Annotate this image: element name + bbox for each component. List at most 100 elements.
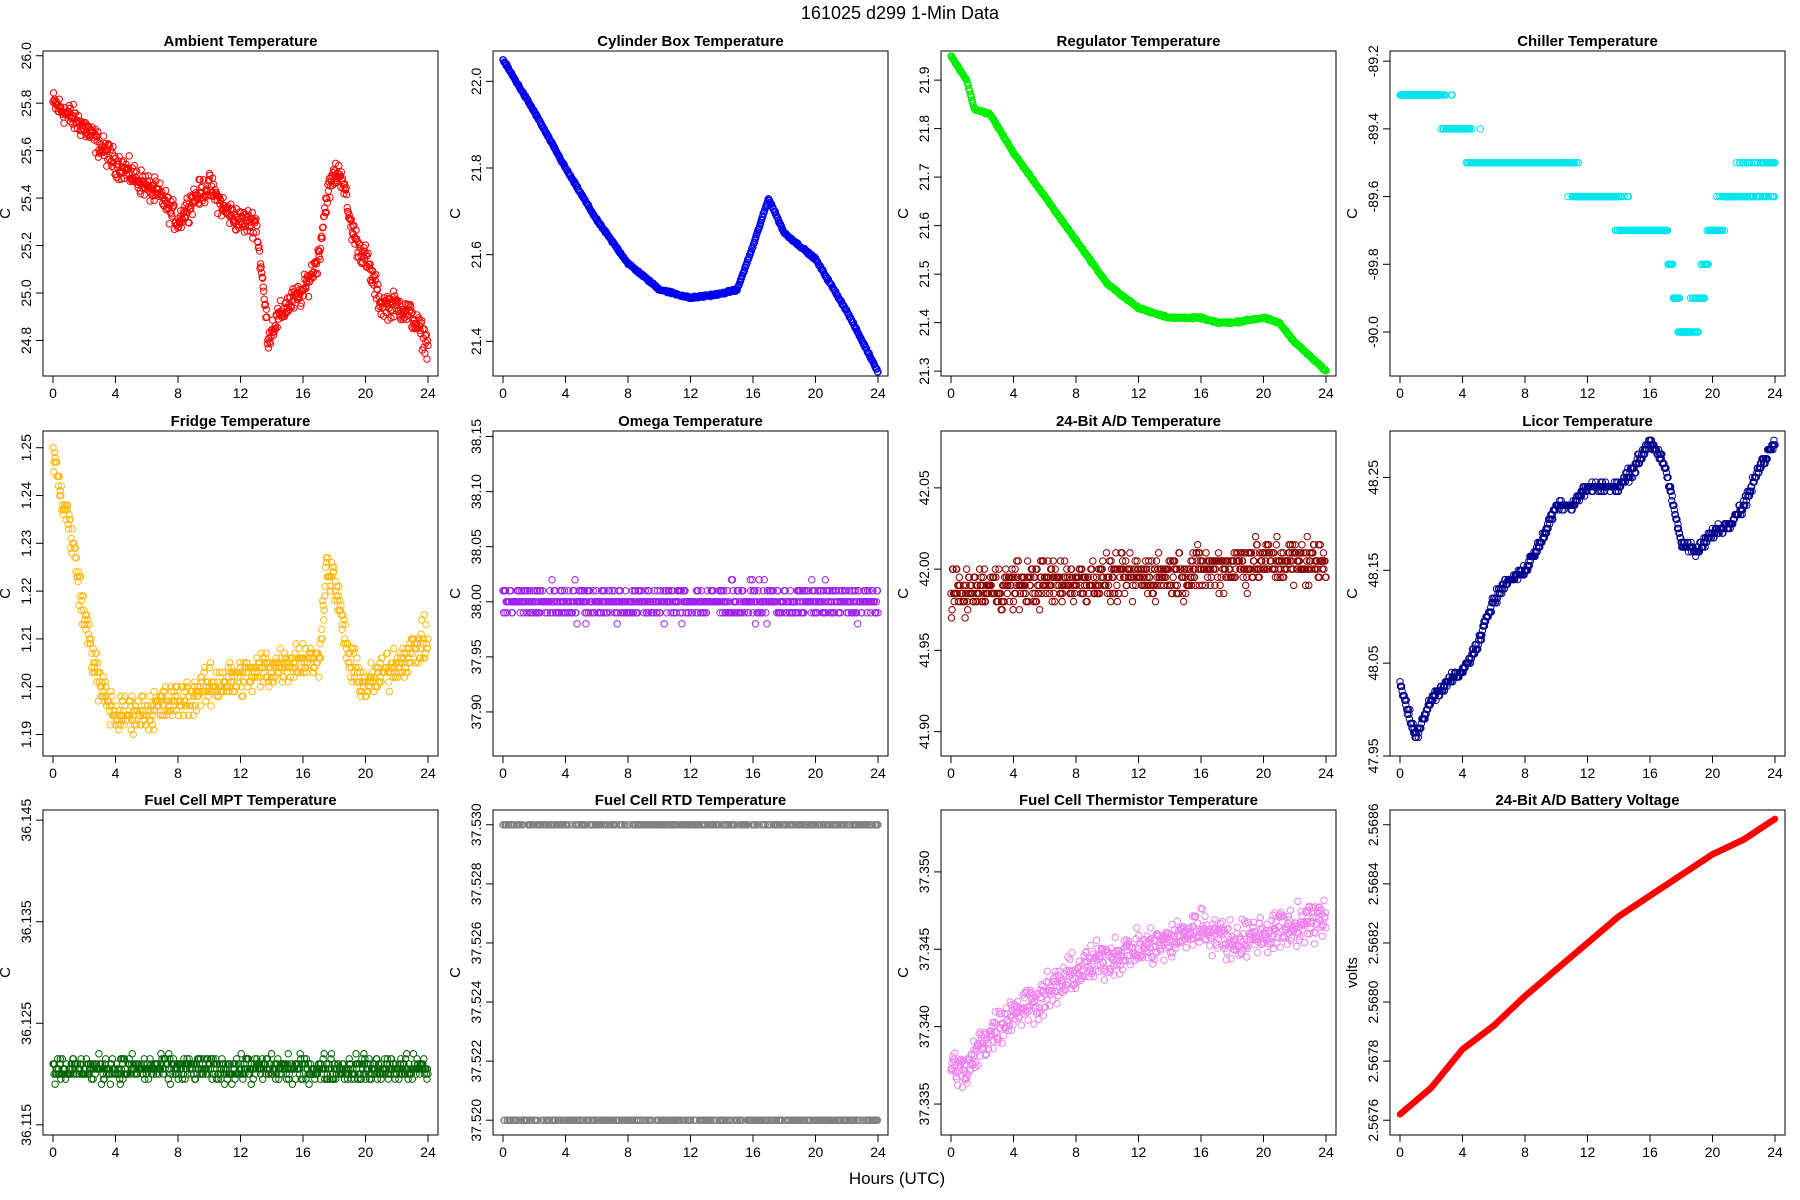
data-point (418, 316, 426, 325)
data-point (185, 219, 193, 227)
data-point (219, 193, 227, 202)
data-point (150, 687, 158, 696)
data-point (329, 168, 337, 177)
y-tick-label: 21.3 (916, 357, 932, 384)
data-point (1023, 557, 1032, 565)
data-point (297, 302, 305, 310)
data-point (376, 303, 384, 311)
data-point (173, 224, 182, 232)
data-point (335, 161, 343, 170)
panel-title: Regulator Temperature (1057, 33, 1221, 50)
y-tick-label: 1.25 (18, 434, 34, 461)
y-tick-label: 22.0 (468, 67, 484, 94)
x-tick-label: 12 (1131, 385, 1147, 401)
data-point (177, 207, 185, 215)
data-points (1396, 91, 1779, 336)
data-point (613, 620, 621, 628)
data-point (248, 687, 256, 696)
y-axis-label: C (447, 208, 464, 219)
data-point (955, 573, 964, 581)
data-point (749, 243, 757, 251)
data-point (244, 207, 252, 215)
data-point (948, 606, 956, 614)
data-point (1069, 597, 1078, 606)
x-tick-label: 16 (1193, 765, 1209, 781)
data-point (125, 170, 134, 178)
y-tick-label: 25.4 (18, 184, 34, 211)
data-point (319, 616, 328, 624)
data-point (182, 199, 191, 207)
y-tick-label: 25.0 (18, 279, 34, 306)
x-tick-label: 8 (1072, 385, 1080, 401)
data-point (1003, 589, 1012, 598)
data-point (347, 215, 356, 224)
x-tick-label: 24 (420, 385, 436, 401)
data-point (386, 307, 395, 315)
data-point (1106, 597, 1115, 606)
x-tick-label: 24 (1767, 385, 1783, 401)
data-point (1113, 581, 1121, 590)
data-point (342, 183, 350, 192)
x-tick-label: 0 (947, 765, 955, 781)
y-tick-label: 38.05 (468, 529, 484, 564)
data-point (99, 132, 108, 140)
x-tick-label: 20 (1256, 385, 1272, 401)
data-point (422, 620, 430, 629)
data-point (374, 304, 383, 313)
data-point (678, 620, 686, 628)
data-point (239, 222, 248, 231)
data-point (309, 273, 317, 282)
data-point (166, 208, 175, 217)
data-point (140, 191, 148, 199)
data-point (582, 620, 590, 628)
data-point (821, 576, 830, 584)
data-point (261, 300, 269, 308)
data-point (961, 614, 969, 622)
data-points (947, 52, 1330, 375)
data-point (201, 198, 209, 207)
x-tick-label: 0 (1396, 385, 1404, 401)
data-point (82, 133, 91, 141)
x-tick-label: 24 (420, 765, 436, 781)
data-point (320, 212, 328, 221)
data-point (1126, 549, 1134, 557)
data-point (200, 176, 208, 184)
y-axis-label: C (895, 588, 912, 599)
x-tick-label: 8 (174, 385, 182, 401)
y-tick-label: -89.2 (1365, 45, 1381, 77)
data-point (292, 639, 300, 648)
data-point (352, 226, 360, 234)
figure-title: 161025 d299 1-Min Data (801, 3, 1000, 23)
data-point (366, 260, 374, 268)
data-point (316, 255, 324, 264)
y-tick-label: 25.2 (18, 232, 34, 259)
data-point (1169, 573, 1177, 581)
data-point (269, 331, 278, 339)
y-tick-label: 38.00 (468, 584, 484, 619)
data-point (259, 283, 267, 291)
data-point (808, 576, 816, 584)
data-points (499, 576, 882, 628)
data-point (189, 711, 197, 720)
plot-frame (42, 430, 439, 757)
data-point (390, 312, 398, 321)
data-point (389, 644, 398, 653)
data-point (209, 180, 218, 189)
data-point (168, 212, 176, 220)
data-point (137, 166, 145, 174)
y-tick-label: 37.95 (468, 639, 484, 674)
y-tick-label: -90.0 (1365, 316, 1381, 348)
data-point (151, 173, 159, 181)
data-point (1128, 597, 1137, 606)
x-tick-label: 16 (295, 385, 311, 401)
data-point (260, 287, 268, 295)
x-tick-label: 20 (1705, 385, 1721, 401)
x-tick-label: 8 (624, 765, 632, 781)
x-tick-label: 20 (1256, 765, 1272, 781)
x-tick-label: 4 (1010, 385, 1018, 401)
y-tick-label: 38.15 (468, 419, 484, 454)
data-point (1102, 549, 1111, 557)
